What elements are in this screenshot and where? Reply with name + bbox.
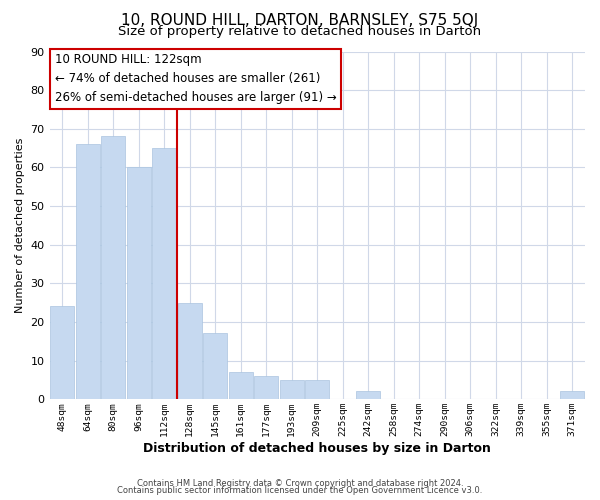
Bar	[76, 144, 100, 399]
Text: 10, ROUND HILL, DARTON, BARNSLEY, S75 5QJ: 10, ROUND HILL, DARTON, BARNSLEY, S75 5Q…	[121, 12, 479, 28]
Bar	[203, 334, 227, 399]
X-axis label: Distribution of detached houses by size in Darton: Distribution of detached houses by size …	[143, 442, 491, 455]
Text: Contains public sector information licensed under the Open Government Licence v3: Contains public sector information licen…	[118, 486, 482, 495]
Bar	[254, 376, 278, 399]
Bar	[280, 380, 304, 399]
Y-axis label: Number of detached properties: Number of detached properties	[15, 138, 25, 313]
Bar	[305, 380, 329, 399]
Bar	[229, 372, 253, 399]
Text: 10 ROUND HILL: 122sqm
← 74% of detached houses are smaller (261)
26% of semi-det: 10 ROUND HILL: 122sqm ← 74% of detached …	[55, 54, 337, 104]
Bar	[560, 392, 584, 399]
Bar	[356, 392, 380, 399]
Text: Size of property relative to detached houses in Darton: Size of property relative to detached ho…	[118, 25, 482, 38]
Bar	[152, 148, 176, 399]
Text: Contains HM Land Registry data © Crown copyright and database right 2024.: Contains HM Land Registry data © Crown c…	[137, 478, 463, 488]
Bar	[178, 302, 202, 399]
Bar	[50, 306, 74, 399]
Bar	[127, 168, 151, 399]
Bar	[101, 136, 125, 399]
